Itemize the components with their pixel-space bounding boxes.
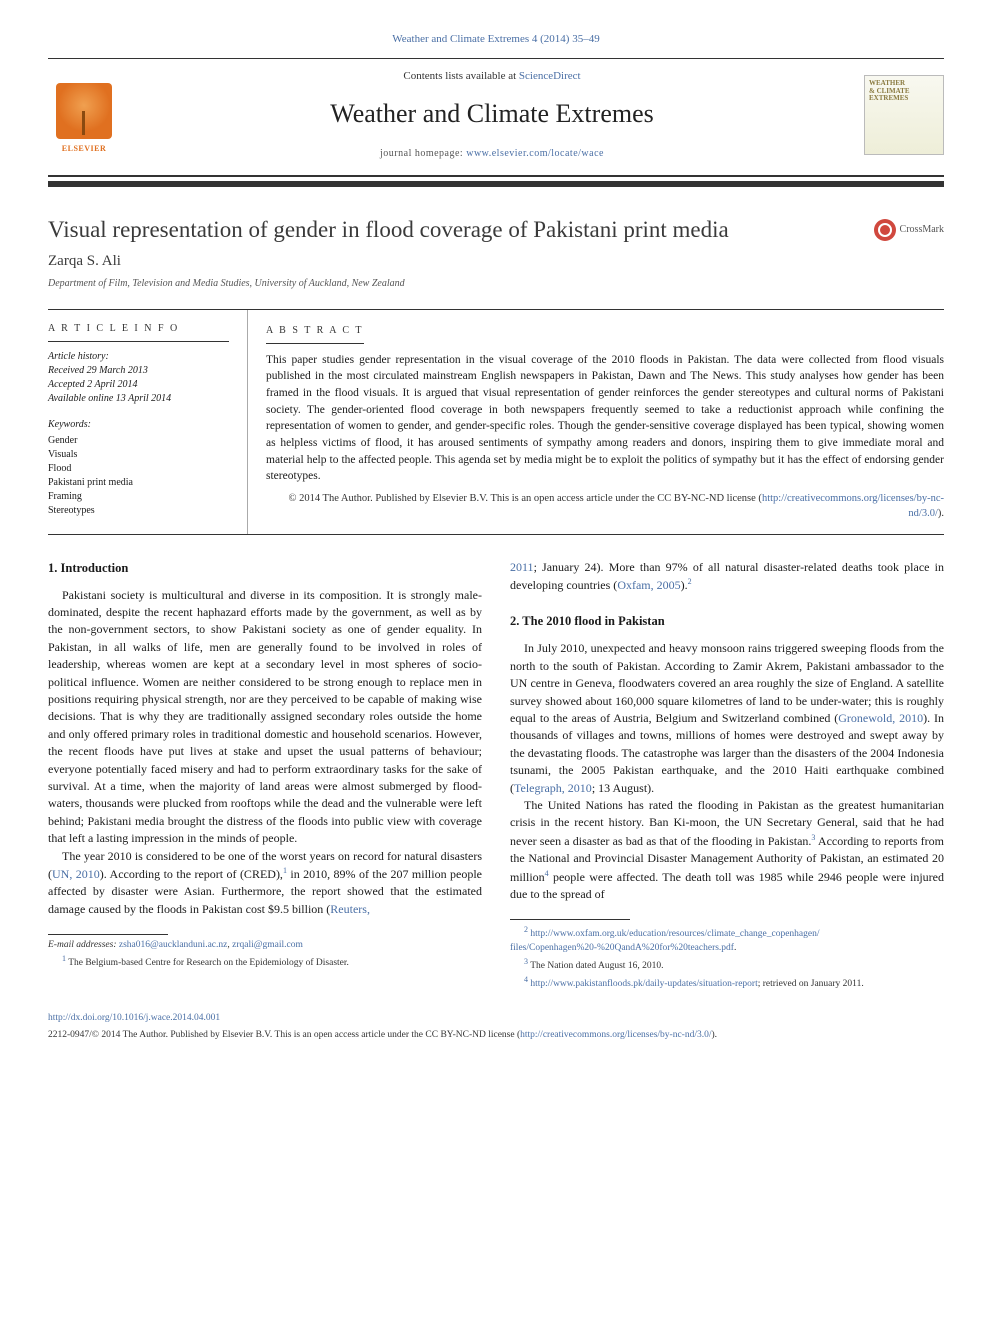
text-run: ; January 24). More than 97% of all natu…	[510, 560, 944, 592]
masthead-rule	[48, 181, 944, 187]
journal-homepage: journal homepage: www.elsevier.com/locat…	[120, 147, 864, 162]
abstract-text: This paper studies gender representation…	[266, 352, 944, 485]
crossmark-label: CrossMark	[900, 223, 944, 238]
footnote-1: 1 The Belgium-based Centre for Research …	[48, 953, 482, 971]
doi-link-line: http://dx.doi.org/10.1016/j.wace.2014.04…	[48, 1012, 944, 1026]
footnote-link[interactable]: http://www.pakistanfloods.pk/daily-updat…	[530, 979, 757, 989]
text-run: ).	[681, 578, 688, 592]
citation-link[interactable]: Gronewold, 2010	[838, 711, 923, 725]
citation-link[interactable]: Oxfam, 2005	[617, 578, 680, 592]
footnote-separator	[48, 934, 168, 935]
text-run: ; retrieved on January 2011.	[758, 979, 864, 989]
section-heading-intro: 1. Introduction	[48, 559, 482, 577]
elsevier-logo: ELSEVIER	[48, 75, 120, 155]
article-info: A R T I C L E I N F O Article history: R…	[48, 310, 248, 533]
text-run: people were affected. The death toll was…	[510, 870, 944, 901]
license-link[interactable]: http://creativecommons.org/licenses/by-n…	[520, 1030, 711, 1040]
text-run: ).	[712, 1030, 718, 1040]
footnote-3: 3 The Nation dated August 16, 2010.	[510, 956, 944, 974]
article-head: Visual representation of gender in flood…	[48, 215, 944, 245]
footnote-2: 2 http://www.oxfam.org.uk/education/reso…	[510, 924, 944, 956]
history-accepted: Accepted 2 April 2014	[48, 378, 229, 392]
flood-paragraph-2: The United Nations has rated the floodin…	[510, 797, 944, 903]
intro-paragraph-1: Pakistani society is multicultural and d…	[48, 587, 482, 848]
footer-copyright: 2212-0947/© 2014 The Author. Published b…	[48, 1029, 944, 1043]
page-footer: http://dx.doi.org/10.1016/j.wace.2014.04…	[48, 1012, 944, 1043]
intro-paragraph-2-cont: 2011; January 24). More than 97% of all …	[510, 559, 944, 595]
footnote-separator	[510, 919, 630, 920]
footnote-4: 4 http://www.pakistanfloods.pk/daily-upd…	[510, 974, 944, 992]
footnote-marker: 4	[524, 975, 528, 984]
history-online: Available online 13 April 2014	[48, 392, 229, 406]
keyword: Visuals	[48, 448, 229, 462]
article-title: Visual representation of gender in flood…	[48, 215, 858, 245]
article-info-label: A R T I C L E I N F O	[48, 322, 229, 342]
footnote-marker: 2	[524, 925, 528, 934]
history-label: Article history:	[48, 350, 229, 364]
email-link[interactable]: zsha016@aucklanduni.ac.nz	[119, 940, 227, 950]
homepage-link[interactable]: www.elsevier.com/locate/wace	[466, 148, 604, 159]
text-run: ; 13 August).	[592, 781, 654, 795]
citation-link[interactable]: Reuters,	[330, 902, 370, 916]
article-history: Article history: Received 29 March 2013 …	[48, 350, 229, 406]
abstract: A B S T R A C T This paper studies gende…	[248, 310, 944, 533]
flood-paragraph-1: In July 2010, unexpected and heavy monso…	[510, 640, 944, 797]
footnote-link[interactable]: files/Copenhagen%20-%20QandA%20for%20tea…	[510, 943, 734, 953]
crossmark-badge[interactable]: CrossMark	[874, 219, 944, 241]
journal-masthead: ELSEVIER Contents lists available at Sci…	[48, 58, 944, 177]
footnote-text: The Nation dated August 16, 2010.	[528, 961, 663, 971]
contents-prefix: Contents lists available at	[403, 70, 518, 82]
crossmark-icon	[874, 219, 896, 241]
history-received: Received 29 March 2013	[48, 364, 229, 378]
footnote-ref-2[interactable]: 2	[688, 577, 692, 586]
sciencedirect-link[interactable]: ScienceDirect	[519, 70, 581, 82]
citation-link[interactable]: 2011	[510, 560, 534, 574]
citation-link[interactable]: Telegraph, 2010	[514, 781, 592, 795]
journal-center: Contents lists available at ScienceDirec…	[120, 69, 864, 161]
text-run: ). According to the report of (CRED),	[100, 867, 283, 881]
journal-header-citation: Weather and Climate Extremes 4 (2014) 35…	[48, 32, 944, 48]
email-label: E-mail addresses:	[48, 940, 119, 950]
contents-line: Contents lists available at ScienceDirec…	[120, 69, 864, 85]
footnote-email: E-mail addresses: zsha016@aucklanduni.ac…	[48, 939, 482, 953]
cover-line-3: EXTREMES	[869, 95, 908, 103]
journal-cover-icon: WEATHER & CLIMATE EXTREMES	[864, 75, 944, 155]
footnote-text: The Belgium-based Centre for Research on…	[66, 958, 349, 968]
citation-link[interactable]: Weather and Climate Extremes 4 (2014) 35…	[392, 33, 599, 45]
keyword: Flood	[48, 462, 229, 476]
text-run: 2212-0947/© 2014 The Author. Published b…	[48, 1030, 520, 1040]
license-suffix: ).	[938, 508, 944, 519]
keyword: Pakistani print media	[48, 476, 229, 490]
author-name: Zarqa S. Ali	[48, 251, 944, 273]
text-run: .	[734, 943, 736, 953]
elsevier-logo-text: ELSEVIER	[62, 143, 106, 155]
citation-link[interactable]: UN, 2010	[52, 867, 100, 881]
journal-title: Weather and Climate Extremes	[120, 95, 864, 133]
abstract-label: A B S T R A C T	[266, 324, 364, 344]
keyword: Gender	[48, 434, 229, 448]
elsevier-tree-icon	[56, 83, 112, 139]
footnote-link[interactable]: http://www.oxfam.org.uk/education/resour…	[530, 929, 819, 939]
homepage-prefix: journal homepage:	[380, 148, 466, 159]
intro-paragraph-2: The year 2010 is considered to be one of…	[48, 848, 482, 919]
section-heading-flood: 2. The 2010 flood in Pakistan	[510, 612, 944, 630]
keywords-list: Gender Visuals Flood Pakistani print med…	[48, 434, 229, 518]
author-affiliation: Department of Film, Television and Media…	[48, 277, 944, 292]
keywords-label: Keywords:	[48, 418, 229, 433]
license-link[interactable]: http://creativecommons.org/licenses/by-n…	[762, 493, 944, 519]
info-abstract-row: A R T I C L E I N F O Article history: R…	[48, 309, 944, 534]
abstract-license: © 2014 The Author. Published by Elsevier…	[266, 491, 944, 521]
keyword: Framing	[48, 490, 229, 504]
doi-link[interactable]: http://dx.doi.org/10.1016/j.wace.2014.04…	[48, 1013, 220, 1023]
body-columns: 1. Introduction Pakistani society is mul…	[48, 559, 944, 992]
keyword: Stereotypes	[48, 504, 229, 518]
license-prefix: © 2014 The Author. Published by Elsevier…	[289, 493, 762, 504]
email-link[interactable]: zrqali@gmail.com	[232, 940, 303, 950]
